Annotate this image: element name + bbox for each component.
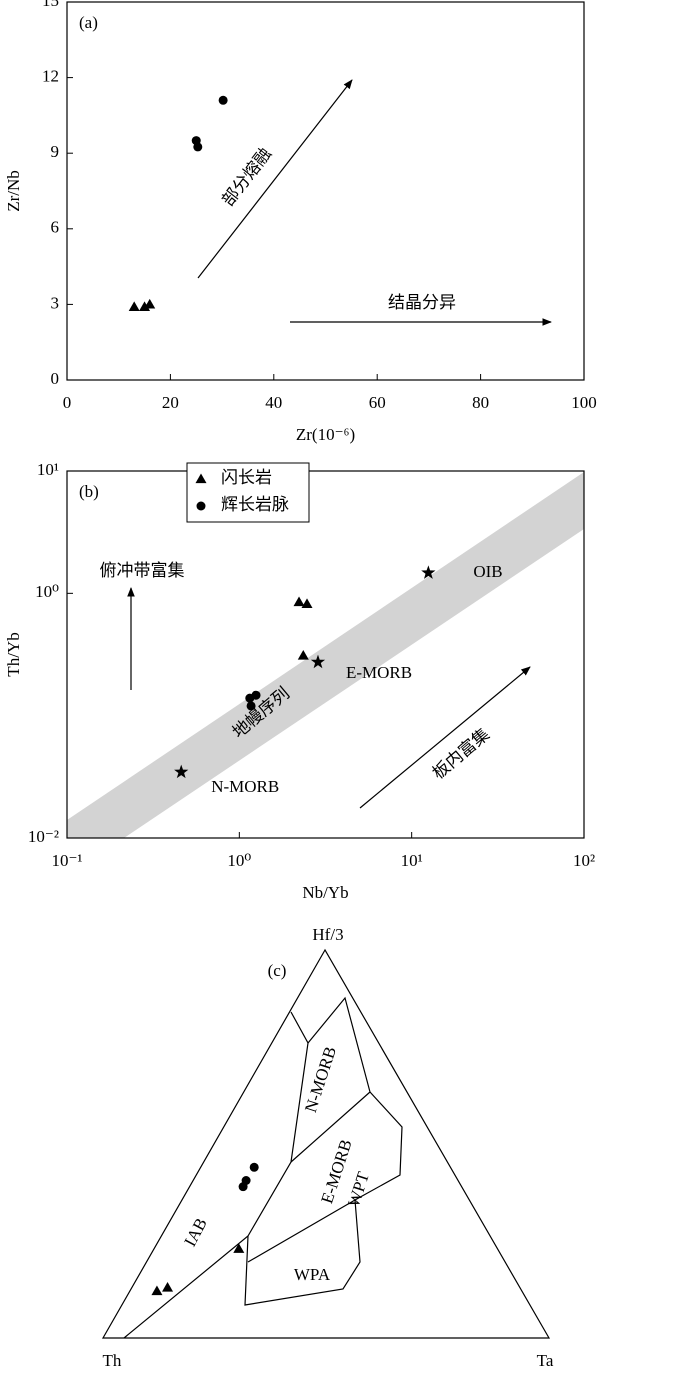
y-tick-label: 15 xyxy=(42,0,59,10)
point xyxy=(196,501,206,511)
point xyxy=(218,95,228,105)
plot-frame xyxy=(66,470,585,839)
point xyxy=(193,142,203,152)
ternary-frame xyxy=(101,948,551,1339)
field-boundary xyxy=(244,1091,403,1306)
plot-frame xyxy=(66,1,585,381)
point xyxy=(233,1243,245,1253)
point xyxy=(128,301,140,312)
corner-label: Ta xyxy=(537,1351,554,1370)
point xyxy=(310,654,326,669)
y-axis-label: Th/Yb xyxy=(4,632,23,676)
x-tick-label: 10⁰ xyxy=(227,851,251,870)
point xyxy=(174,764,189,779)
corner-label: Hf/3 xyxy=(312,925,343,944)
point xyxy=(421,565,436,579)
legend-label: 闪长岩 xyxy=(221,468,272,487)
y-tick-label: 3 xyxy=(51,293,60,312)
annotation: 板内富集 xyxy=(429,725,493,783)
point xyxy=(238,1182,248,1192)
x-tick-label: 100 xyxy=(571,393,597,412)
field-boundary xyxy=(290,996,371,1163)
panel-label: (c) xyxy=(268,961,287,980)
mantle-array-band xyxy=(67,472,584,838)
point xyxy=(246,701,256,711)
point xyxy=(301,598,313,609)
point xyxy=(297,650,309,660)
field-boundary xyxy=(123,1011,309,1339)
point-label: OIB xyxy=(473,562,502,581)
point xyxy=(139,301,151,312)
point xyxy=(151,1285,163,1296)
y-tick-label: 6 xyxy=(51,218,60,237)
y-tick-label: 10¹ xyxy=(37,460,59,479)
field-label: WPT xyxy=(344,1169,373,1210)
point-label: E-MORB xyxy=(346,663,412,682)
y-axis-label: Zr/Nb xyxy=(4,170,23,212)
y-tick-label: 12 xyxy=(42,67,59,86)
annotation: 俯冲带富集 xyxy=(100,561,185,580)
legend-label: 辉长岩脉 xyxy=(221,495,289,514)
x-tick-label: 10⁻¹ xyxy=(51,851,82,870)
x-tick-label: 0 xyxy=(63,393,72,412)
x-tick-label: 10¹ xyxy=(401,851,423,870)
x-tick-label: 60 xyxy=(369,393,386,412)
x-tick-label: 10² xyxy=(573,851,595,870)
y-tick-label: 10⁻² xyxy=(28,827,59,846)
corner-label: Th xyxy=(103,1351,122,1370)
x-tick-label: 20 xyxy=(162,393,179,412)
arrow xyxy=(359,666,531,809)
x-tick-label: 80 xyxy=(472,393,489,412)
y-tick-label: 0 xyxy=(51,369,60,388)
field-label: WPA xyxy=(294,1265,331,1284)
y-tick-label: 10⁰ xyxy=(35,582,59,601)
point xyxy=(251,690,261,700)
field-boundary xyxy=(247,1199,356,1263)
point xyxy=(293,596,305,607)
arrow xyxy=(197,79,353,279)
band-layer xyxy=(67,472,584,838)
point-label: N-MORB xyxy=(211,777,279,796)
point xyxy=(195,473,207,484)
x-axis-label: Nb/Yb xyxy=(302,883,348,902)
point xyxy=(249,1162,259,1172)
panel-label: (a) xyxy=(79,13,98,32)
panel-label: (b) xyxy=(79,482,99,501)
point xyxy=(162,1282,174,1292)
y-tick-label: 9 xyxy=(51,142,60,161)
field-label: IAB xyxy=(180,1215,211,1250)
annotation: 部分熔融 xyxy=(218,144,275,209)
legend-box xyxy=(186,462,310,523)
point xyxy=(144,298,156,309)
x-tick-label: 40 xyxy=(265,393,282,412)
annotation: 结晶分异 xyxy=(388,293,456,312)
x-axis-label: Zr(10⁻⁶) xyxy=(296,425,355,444)
